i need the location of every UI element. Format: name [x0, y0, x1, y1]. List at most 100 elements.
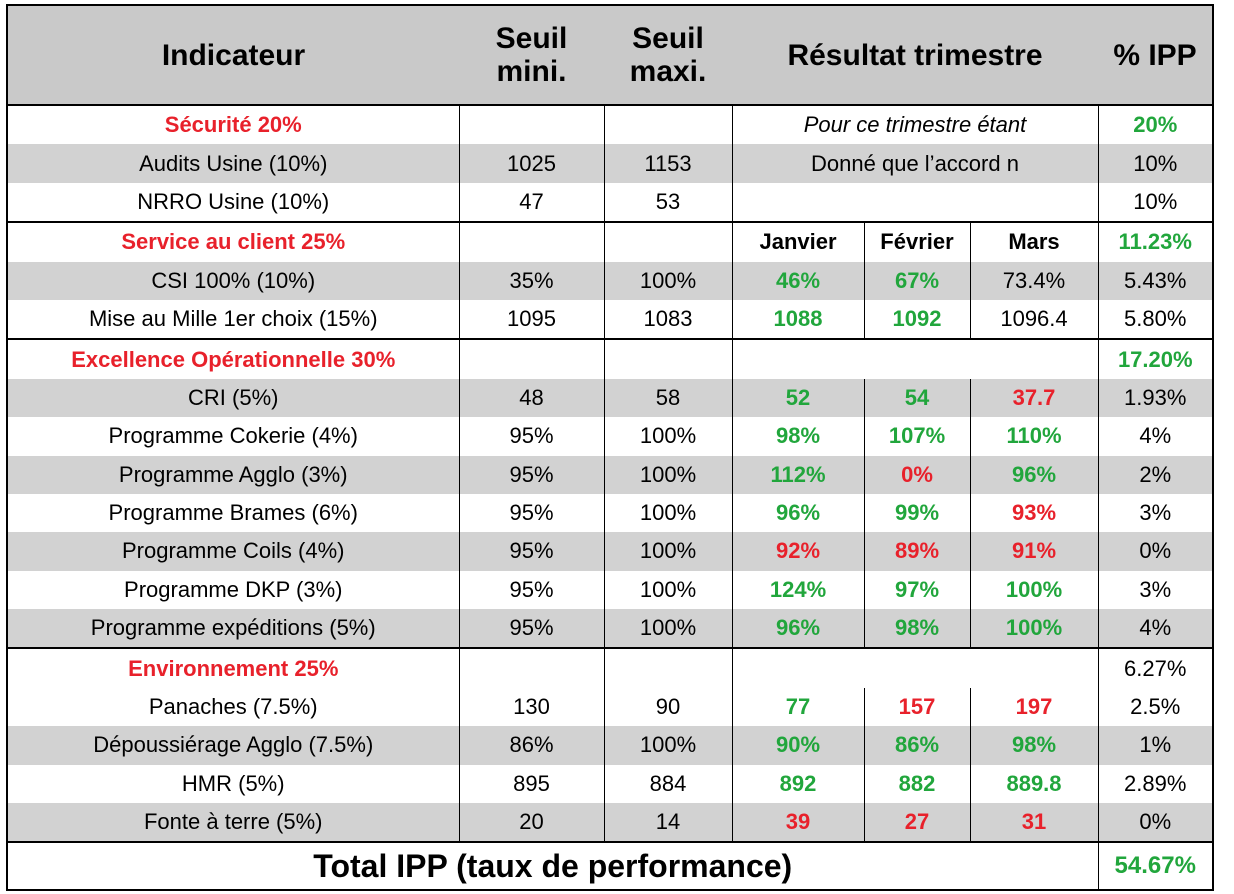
seuil-maxi-cell: 90: [604, 687, 733, 727]
mars-cell: 100%: [970, 570, 1099, 610]
fevrier-cell: 67%: [864, 261, 971, 300]
month-header-mars: Mars: [970, 221, 1099, 262]
ipp-cell: 4%: [1098, 609, 1214, 649]
seuil-maxi-cell: 100%: [604, 609, 733, 649]
row-label: HMR (5%): [6, 764, 460, 804]
seuil-maxi-cell: 100%: [604, 261, 733, 300]
janvier-cell: 892: [732, 764, 865, 804]
seuil-mini-cell: 95%: [459, 570, 605, 610]
table-row: Programme DKP (3%) 95% 100% 124% 97% 100…: [6, 570, 1214, 610]
table-row: Dépoussiérage Agglo (7.5%) 86% 100% 90% …: [6, 726, 1214, 765]
month-header-fevrier: Février: [864, 221, 971, 262]
section-row-service: Service au client 25% Janvier Février Ma…: [6, 221, 1214, 262]
section-row-environnement: Environnement 25% 6.27%: [6, 647, 1214, 688]
mars-cell: 93%: [970, 493, 1099, 533]
seuil-maxi-cell: 100%: [604, 493, 733, 533]
janvier-cell: 39: [732, 803, 865, 843]
fevrier-cell: 1092: [864, 299, 971, 340]
row-label: Mise au Mille 1er choix (15%): [6, 299, 460, 340]
row-label: CSI 100% (10%): [6, 261, 460, 300]
mars-cell: 1096.4: [970, 299, 1099, 340]
seuil-mini-cell: 95%: [459, 493, 605, 533]
fevrier-cell: 157: [864, 687, 971, 727]
seuil-mini-cell: 95%: [459, 455, 605, 494]
header-ipp: % IPP: [1098, 4, 1214, 106]
header-seuil-mini: Seuil mini.: [459, 4, 604, 106]
seuil-mini-cell: 95%: [459, 532, 605, 571]
seuil-maxi-cell: 1153: [604, 144, 733, 183]
row-label: Programme Brames (6%): [6, 493, 460, 533]
janvier-cell: 46%: [732, 261, 865, 300]
row-label: Programme Coils (4%): [6, 532, 460, 571]
ipp-cell: 2.89%: [1098, 764, 1214, 804]
total-row: Total IPP (taux de performance) 54.67%: [6, 841, 1214, 892]
total-label: Total IPP (taux de performance): [6, 841, 1099, 892]
janvier-cell: 98%: [732, 417, 865, 456]
fevrier-cell: 107%: [864, 417, 971, 456]
row-label: Fonte à terre (5%): [6, 803, 460, 843]
section-ipp: 20%: [1098, 103, 1214, 145]
table-row: NRRO Usine (10%) 47 53 10%: [6, 182, 1214, 223]
seuil-maxi-cell: 884: [604, 764, 733, 804]
table-row: Programme Agglo (3%) 95% 100% 112% 0% 96…: [6, 455, 1214, 494]
table-row: Panaches (7.5%) 130 90 77 157 197 2.5%: [6, 687, 1214, 727]
mars-cell: 110%: [970, 417, 1099, 456]
mars-cell: 889.8: [970, 764, 1099, 804]
section-title: Excellence Opérationnelle 30%: [6, 338, 460, 379]
row-label: NRRO Usine (10%): [6, 182, 460, 223]
row-label: Programme Cokerie (4%): [6, 417, 460, 456]
mars-cell: 73.4%: [970, 261, 1099, 300]
seuil-maxi-cell: 14: [604, 803, 733, 843]
note-text: Donné que l’accord n: [732, 144, 1099, 183]
section-title: Service au client 25%: [6, 221, 460, 262]
seuil-mini-cell: 20: [459, 803, 605, 843]
janvier-cell: 90%: [732, 726, 865, 765]
ipp-cell: 3%: [1098, 570, 1214, 610]
seuil-mini-cell: 95%: [459, 417, 605, 456]
table-header-row: Indicateur Seuil mini. Seuil maxi. Résulta…: [6, 4, 1214, 106]
mars-cell: 98%: [970, 726, 1099, 765]
section-ipp: 6.27%: [1098, 647, 1214, 688]
seuil-maxi-cell: 100%: [604, 532, 733, 571]
seuil-mini-cell: 48: [459, 378, 605, 418]
seuil-maxi-cell: 100%: [604, 570, 733, 610]
mars-cell: 91%: [970, 532, 1099, 571]
ipp-cell: 4%: [1098, 417, 1214, 456]
table-row: CRI (5%) 48 58 52 54 37.7 1.93%: [6, 378, 1214, 418]
row-label: Dépoussiérage Agglo (7.5%): [6, 726, 460, 765]
ipp-cell: 3%: [1098, 493, 1214, 533]
seuil-mini-cell: 47: [459, 182, 605, 223]
section-title: Sécurité 20%: [6, 103, 460, 145]
header-resultat-trimestre: Résultat trimestre: [732, 4, 1098, 106]
table-row: Programme Coils (4%) 95% 100% 92% 89% 91…: [6, 532, 1214, 571]
row-label: Audits Usine (10%): [6, 144, 460, 183]
seuil-mini-cell: 35%: [459, 261, 605, 300]
table-row: Programme expéditions (5%) 95% 100% 96% …: [6, 609, 1214, 649]
month-header-janvier: Janvier: [732, 221, 865, 262]
section-row-securite: Sécurité 20% Pour ce trimestre étant 20%: [6, 103, 1214, 145]
row-label: Programme DKP (3%): [6, 570, 460, 610]
janvier-cell: 77: [732, 687, 865, 727]
fevrier-cell: 98%: [864, 609, 971, 649]
seuil-mini-cell: 895: [459, 764, 605, 804]
section-title: Environnement 25%: [6, 647, 460, 688]
table-row: HMR (5%) 895 884 892 882 889.8 2.89%: [6, 764, 1214, 804]
section-row-excellence: Excellence Opérationnelle 30% 17.20%: [6, 338, 1214, 379]
fevrier-cell: 54: [864, 378, 971, 418]
fevrier-cell: 27: [864, 803, 971, 843]
fevrier-cell: 882: [864, 764, 971, 804]
ipp-cell: 2.5%: [1098, 687, 1214, 727]
janvier-cell: 96%: [732, 609, 865, 649]
row-label: Panaches (7.5%): [6, 687, 460, 727]
ipp-cell: 5.80%: [1098, 299, 1214, 340]
note-text: Pour ce trimestre étant: [732, 103, 1099, 145]
janvier-cell: 52: [732, 378, 865, 418]
janvier-cell: 1088: [732, 299, 865, 340]
mars-cell: 37.7: [970, 378, 1099, 418]
mars-cell: 31: [970, 803, 1099, 843]
row-label: CRI (5%): [6, 378, 460, 418]
total-value: 54.67%: [1098, 841, 1214, 892]
seuil-maxi-cell: 58: [604, 378, 733, 418]
table-row: Audits Usine (10%) 1025 1153 Donné que l…: [6, 144, 1214, 183]
section-ipp: 11.23%: [1098, 221, 1214, 262]
